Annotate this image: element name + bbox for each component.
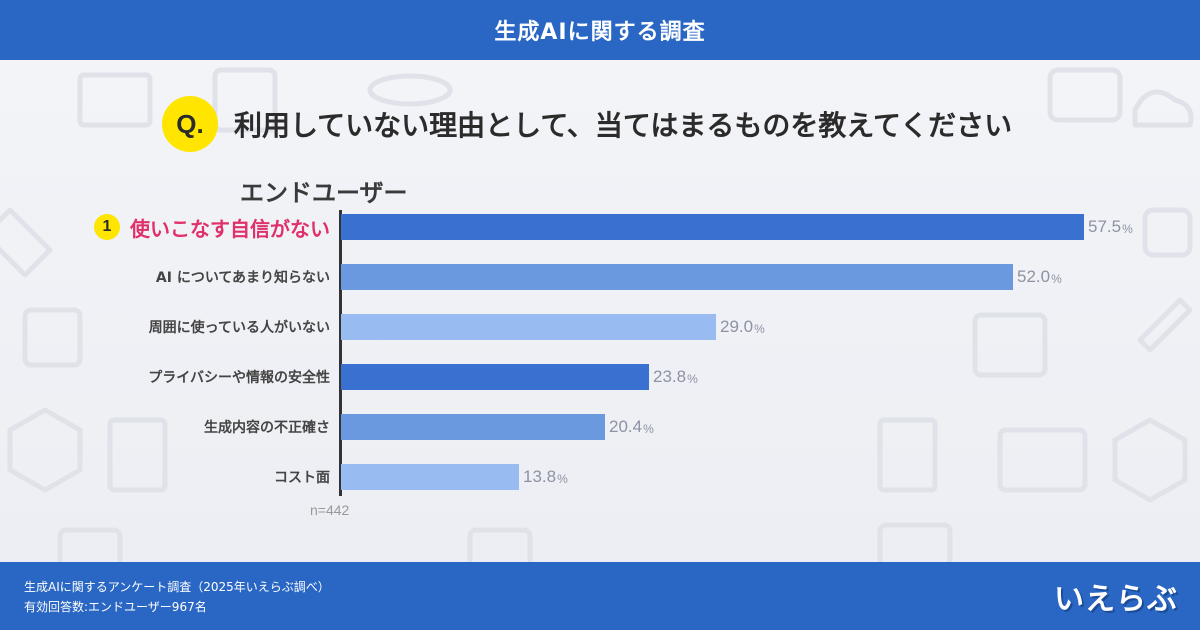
footer-bar: 生成AIに関するアンケート調査（2025年いえらぶ調べ） 有効回答数:エンドユー… <box>0 562 1200 630</box>
category-label: 生成内容の不正確さ <box>204 413 330 441</box>
header-bar: 生成AIに関する調査 <box>0 0 1200 60</box>
value-number: 57.5 <box>1088 217 1122 236</box>
category-text: プライバシーや情報の安全性 <box>148 370 330 386</box>
rank-badge: 1 <box>94 214 120 240</box>
value-label: 29.0% <box>720 314 765 340</box>
value-number: 29.0 <box>720 317 754 336</box>
value-unit: % <box>557 471 568 486</box>
bar <box>341 314 716 340</box>
sample-size-note: n=442 <box>310 502 350 518</box>
bar-chart: 1 使いこなす自信がない 57.5% AI についてあまり知らない 52.0% 周囲に使っ… <box>0 60 1200 562</box>
category-text: 生成内容の不正確さ <box>204 420 330 436</box>
bar <box>341 364 649 390</box>
value-label: 52.0% <box>1017 264 1062 290</box>
value-unit: % <box>754 321 765 336</box>
footer-source: 生成AIに関するアンケート調査（2025年いえらぶ調べ） <box>24 580 330 594</box>
category-text: 使いこなす自信がない <box>130 216 330 241</box>
value-label: 57.5% <box>1088 214 1133 240</box>
value-number: 13.8 <box>523 467 557 486</box>
category-text: AI についてあまり知らない <box>155 270 330 286</box>
value-unit: % <box>1122 221 1133 236</box>
category-label: AI についてあまり知らない <box>156 263 330 291</box>
category-label: コスト面 <box>274 463 330 491</box>
category-text: 周囲に使っている人がいない <box>148 320 330 336</box>
segment-label: エンドユーザー <box>240 179 408 207</box>
bar <box>341 264 1013 290</box>
question-row: Q. 利用していない理由として、当てはまるものを教えてください <box>162 94 1012 154</box>
brand-logo: いえらぶ <box>1054 582 1178 617</box>
category-label: 1 使いこなす自信がない <box>94 213 330 241</box>
category-text: コスト面 <box>274 470 330 486</box>
bar <box>341 214 1084 240</box>
value-unit: % <box>687 371 698 386</box>
value-unit: % <box>1051 271 1062 286</box>
chart-axis-line <box>339 210 342 496</box>
chart-canvas: Q. 利用していない理由として、当てはまるものを教えてください エンドユーザー … <box>0 60 1200 562</box>
value-label: 23.8% <box>653 364 698 390</box>
value-number: 20.4 <box>609 417 643 436</box>
value-label: 20.4% <box>609 414 654 440</box>
value-unit: % <box>643 421 654 436</box>
header-title: 生成AIに関する調査 <box>494 20 706 45</box>
category-label: プライバシーや情報の安全性 <box>148 363 330 391</box>
question-badge: Q. <box>162 96 218 152</box>
value-number: 23.8 <box>653 367 687 386</box>
value-label: 13.8% <box>523 464 568 490</box>
bar <box>341 464 519 490</box>
value-number: 52.0 <box>1017 267 1051 286</box>
background-pattern <box>0 67 1194 562</box>
footer-respondents: 有効回答数:エンドユーザー967名 <box>24 600 207 614</box>
question-text: 利用していない理由として、当てはまるものを教えてください <box>234 109 1013 142</box>
bar <box>341 414 605 440</box>
category-label: 周囲に使っている人がいない <box>149 313 330 341</box>
